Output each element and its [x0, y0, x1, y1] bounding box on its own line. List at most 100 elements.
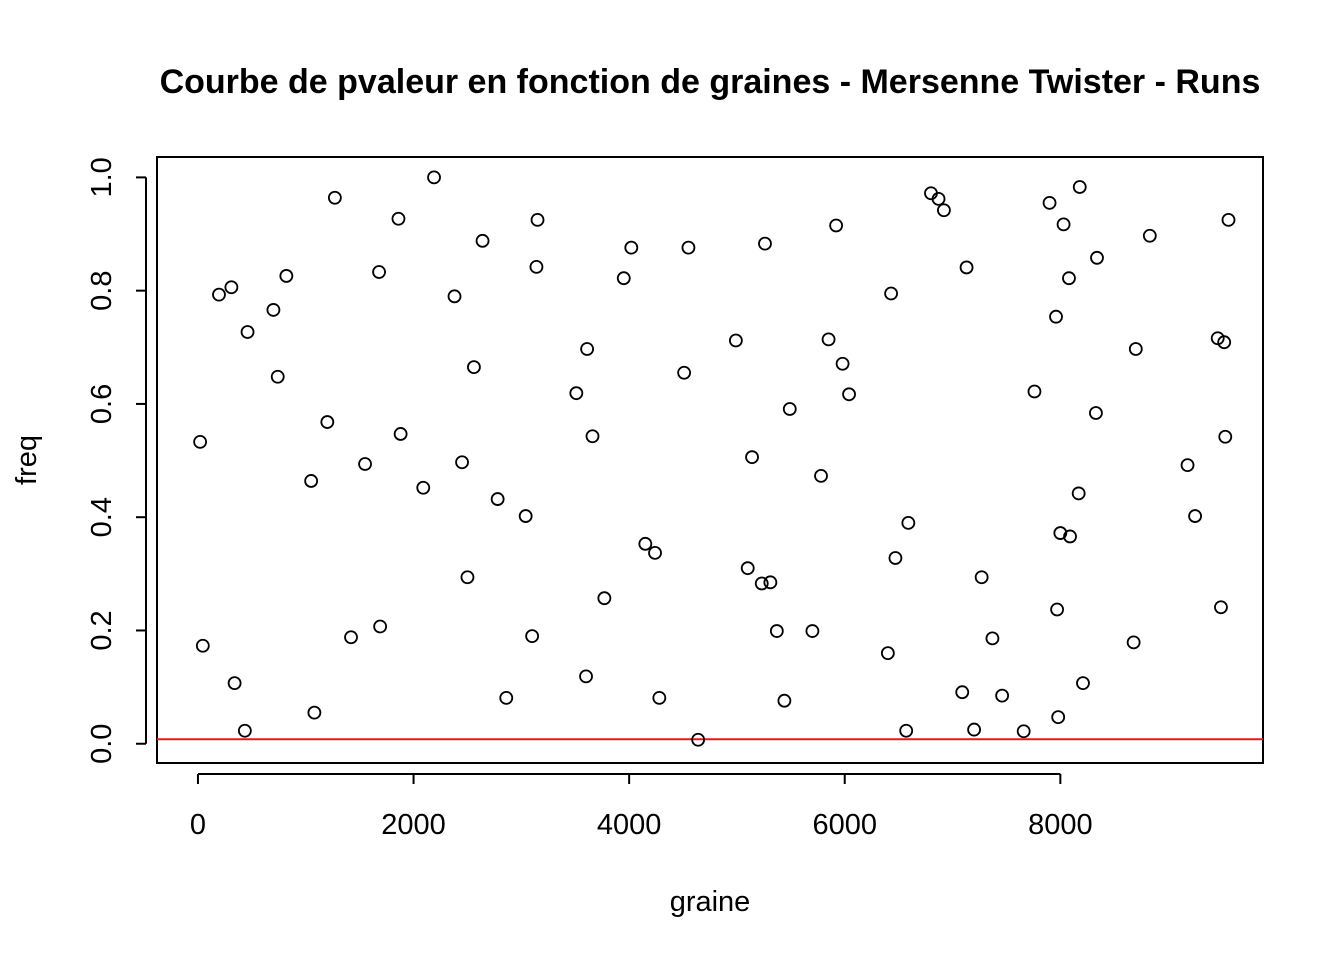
- data-point: [518, 509, 533, 523]
- data-point: [888, 551, 903, 565]
- data-point: [1188, 509, 1202, 523]
- data-point: [416, 480, 431, 495]
- x-axis: 0 2000 4000 6000 8000: [190, 773, 1093, 841]
- data-point: [1027, 384, 1042, 399]
- data-point: [782, 402, 797, 416]
- data-point: [884, 286, 898, 301]
- x-tick-label: 8000: [1028, 809, 1093, 841]
- data-point: [212, 287, 226, 302]
- data-point: [307, 705, 322, 720]
- y-tick-label: 0.2: [86, 610, 118, 650]
- data-point: [266, 303, 281, 317]
- data-point: [193, 434, 208, 449]
- data-point: [427, 170, 441, 185]
- data-point: [677, 365, 692, 380]
- y-tick-label: 0.4: [86, 497, 118, 537]
- data-point: [1218, 429, 1233, 444]
- data-point: [937, 203, 951, 218]
- data-point: [224, 280, 239, 295]
- data-point: [758, 236, 772, 251]
- data-point: [1217, 335, 1232, 350]
- data-point: [447, 289, 462, 304]
- chart-title: Courbe de pvaleur en fonction de graines…: [160, 63, 1261, 101]
- data-point: [1051, 710, 1066, 725]
- data-point: [270, 369, 285, 384]
- data-point: [899, 723, 914, 738]
- data-point: [1180, 458, 1195, 472]
- data-point: [995, 688, 1010, 703]
- data-point: [959, 260, 974, 275]
- data-point: [393, 427, 408, 441]
- data-point: [1056, 217, 1071, 232]
- data-point: [1053, 526, 1068, 540]
- data-point: [728, 333, 743, 348]
- data-point: [373, 619, 388, 634]
- x-tick-label: 4000: [597, 809, 662, 841]
- data-point: [754, 576, 769, 591]
- data-point: [237, 723, 252, 738]
- data-point: [648, 545, 662, 560]
- data-point: [967, 722, 982, 737]
- data-point: [821, 332, 836, 347]
- data-point: [460, 570, 475, 585]
- data-point: [835, 356, 850, 371]
- y-axis: 0.0 0.2 0.4 0.6 0.8 1.0: [86, 157, 147, 764]
- data-point: [829, 218, 844, 233]
- data-point: [616, 271, 631, 286]
- data-point: [1142, 228, 1157, 243]
- x-axis-label: graine: [670, 886, 751, 918]
- data-point: [475, 233, 490, 248]
- data-point: [569, 386, 584, 401]
- data-point: [1072, 180, 1087, 194]
- data-point: [597, 591, 612, 606]
- data-point: [652, 690, 667, 705]
- data-point: [1214, 600, 1228, 615]
- data-point: [1063, 529, 1077, 544]
- x-tick-label: 6000: [812, 809, 877, 841]
- data-point: [814, 468, 828, 483]
- data-point: [358, 457, 372, 471]
- x-tick-label: 2000: [381, 809, 446, 841]
- data-point: [638, 536, 653, 551]
- data-point: [579, 669, 593, 684]
- data-point: [624, 240, 639, 255]
- y-tick-label: 1.0: [86, 157, 118, 197]
- data-point: [304, 474, 319, 488]
- data-point: [525, 629, 540, 644]
- data-point: [499, 690, 514, 705]
- data-point: [880, 646, 895, 661]
- data-point: [777, 693, 792, 708]
- data-point: [227, 676, 242, 691]
- data-point: [580, 342, 595, 356]
- data-point: [529, 259, 544, 274]
- data-point: [1089, 406, 1103, 420]
- data-point: [327, 190, 342, 205]
- data-point: [467, 360, 481, 375]
- data-point: [769, 624, 784, 638]
- data-point: [240, 325, 255, 339]
- data-point: [391, 211, 406, 226]
- data-point: [1126, 635, 1141, 650]
- plot-frame: [156, 156, 1264, 764]
- data-point: [585, 429, 600, 444]
- data-point: [490, 492, 505, 506]
- data-point: [1042, 195, 1057, 210]
- data-point: [1221, 212, 1236, 227]
- data-point: [1049, 309, 1063, 324]
- data-point: [974, 570, 989, 585]
- data-point: [320, 415, 335, 429]
- data-point: [1128, 342, 1143, 356]
- y-tick-label: 0.6: [86, 384, 118, 424]
- data-point: [279, 269, 294, 283]
- data-point: [681, 240, 696, 255]
- data-points: [193, 170, 1236, 747]
- data-point: [691, 732, 706, 747]
- data-point: [901, 515, 916, 530]
- data-point: [763, 575, 778, 590]
- data-point: [805, 624, 820, 638]
- data-point: [195, 638, 210, 653]
- y-tick-label: 0.8: [86, 270, 118, 310]
- data-point: [1090, 250, 1104, 265]
- data-point: [372, 265, 386, 279]
